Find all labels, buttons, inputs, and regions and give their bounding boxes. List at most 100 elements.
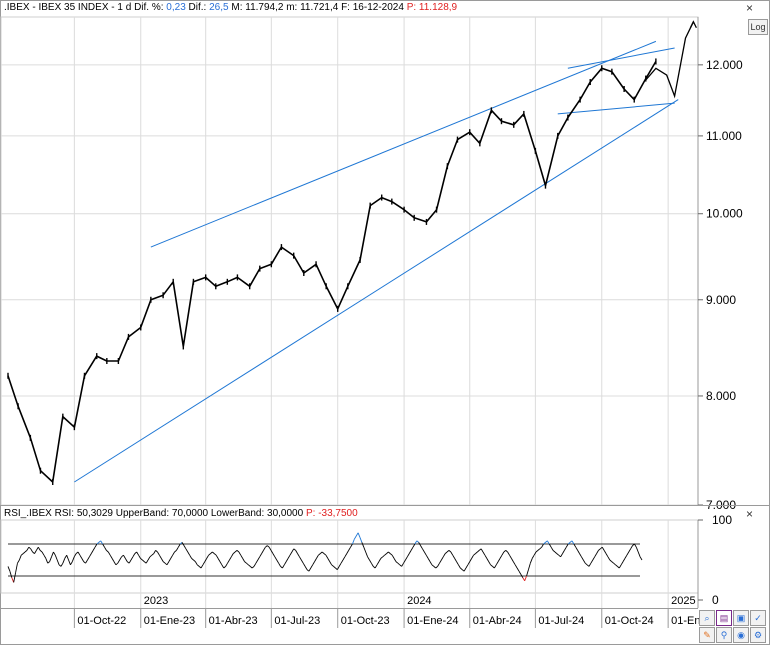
close-price-panel-icon[interactable]: × <box>746 1 754 15</box>
rsi-segment <box>405 556 408 561</box>
rsi-segment <box>531 554 535 559</box>
rsi-segment <box>556 553 560 556</box>
rsi-segment <box>212 551 215 554</box>
rsi-segment <box>439 559 442 564</box>
year-label: 2023 <box>144 595 168 607</box>
rsi-segment <box>304 566 308 570</box>
time-x-tick-label: 01-Oct-24 <box>605 615 654 627</box>
rsi-segment <box>37 546 41 551</box>
price-header: .IBEX - IBEX 35 INDEX - 1 d Dif. %: 0,23… <box>4 2 457 13</box>
rsi-segment <box>147 556 151 561</box>
rsi-segment <box>159 554 162 559</box>
rsi-segment <box>342 556 346 561</box>
rsi-segment <box>390 553 393 556</box>
dif-value: 26,5 <box>209 2 229 13</box>
rsi-segment <box>395 561 399 564</box>
rsi-segment <box>518 570 522 575</box>
min-label: m: <box>286 2 298 13</box>
max-value: 11.794,2 <box>245 2 284 13</box>
split-view-icon[interactable]: ▤ <box>716 610 732 626</box>
rsi-segment <box>598 548 601 551</box>
settings-icon[interactable]: ⚙ <box>750 627 766 643</box>
log-scale-button[interactable]: Log <box>748 19 768 35</box>
rsi-segment <box>204 558 208 562</box>
rsi-segment <box>319 551 323 554</box>
rsi-segment <box>109 554 113 559</box>
rsi-segment <box>162 561 166 564</box>
rsi-segment <box>584 562 588 566</box>
rsi-segment <box>287 554 291 559</box>
rsi-segment <box>501 551 505 556</box>
rsi-segment <box>102 543 105 548</box>
rsi-segment <box>187 551 191 556</box>
rsi-segment <box>66 555 69 561</box>
rsi-segment <box>172 551 175 556</box>
channel-line-short-upper <box>567 47 675 69</box>
rsi-segment <box>104 546 107 551</box>
rsi-segment <box>567 542 571 545</box>
rsi-segment <box>637 551 641 557</box>
rsi-segment <box>49 556 52 562</box>
rsi-segment <box>520 574 524 578</box>
fullscreen-icon[interactable]: ▣ <box>733 610 749 626</box>
rsi-segment <box>452 554 456 559</box>
zoom-icon[interactable]: ⌕ <box>699 610 715 626</box>
rsi-segment <box>268 546 272 551</box>
rsi-segment <box>550 546 554 551</box>
rsi-segment <box>248 564 251 567</box>
rsi-segment <box>177 543 181 548</box>
rsi-segment <box>183 545 187 550</box>
rsi-segment <box>344 553 348 558</box>
rsi-segment <box>62 558 66 564</box>
rsi-segment <box>87 556 90 561</box>
rsi-segment <box>51 551 54 557</box>
rsi-segment <box>253 562 257 567</box>
time-x-tick-label: 01-Jul-24 <box>538 615 584 627</box>
rsi-segment <box>155 550 158 553</box>
time-x-tick-label: 01-Ene-24 <box>407 615 458 627</box>
rsi-segment <box>299 556 302 561</box>
rsi-segment <box>297 553 300 558</box>
rsi-segment <box>596 550 599 554</box>
rsi-segment <box>232 551 236 554</box>
rsi-panel[interactable] <box>0 519 699 608</box>
rsi-segment <box>236 550 240 553</box>
rsi-segment <box>300 559 304 564</box>
rsi-segment <box>221 564 225 569</box>
rsi-segment <box>88 553 92 558</box>
rsi-segment <box>539 546 542 550</box>
rsi-segment <box>100 540 104 545</box>
rsi-segment <box>265 545 268 548</box>
rsi-segment <box>382 554 385 558</box>
rsi-segment <box>454 558 457 562</box>
channel-line-short-lower <box>557 102 675 115</box>
rsi-segment <box>94 543 98 548</box>
rsi-segment <box>624 554 628 559</box>
target-icon[interactable]: ◉ <box>733 627 749 643</box>
rsi-segment <box>484 554 488 559</box>
rsi-segment <box>215 554 219 559</box>
pointer-icon[interactable]: ✓ <box>750 610 766 626</box>
magnify-icon[interactable]: ⚲ <box>716 627 732 643</box>
rsi-segment <box>367 556 370 561</box>
close-rsi-panel-icon[interactable]: × <box>746 507 754 521</box>
rsi-label: RSI: <box>54 508 75 519</box>
rsi-segment <box>365 551 369 557</box>
rsi-segment <box>605 553 609 558</box>
rsi-segment <box>9 571 13 578</box>
date-label: F: <box>341 2 350 13</box>
rsi-segment <box>26 546 30 551</box>
rsi-segment <box>348 546 351 551</box>
pencil-icon[interactable]: ✎ <box>699 627 715 643</box>
rsi-segment <box>138 554 141 559</box>
rsi-segment <box>20 553 24 556</box>
price-panel[interactable] <box>0 16 699 506</box>
rsi-segment <box>516 567 520 572</box>
rsi-segment <box>47 561 50 564</box>
max-label: M: <box>231 2 243 13</box>
price-y-tick-label: 9.000 <box>706 293 736 307</box>
rsi-segment <box>418 542 421 546</box>
rsi-segment <box>414 540 418 545</box>
rsi-y-tick-label: 0 <box>712 593 719 607</box>
